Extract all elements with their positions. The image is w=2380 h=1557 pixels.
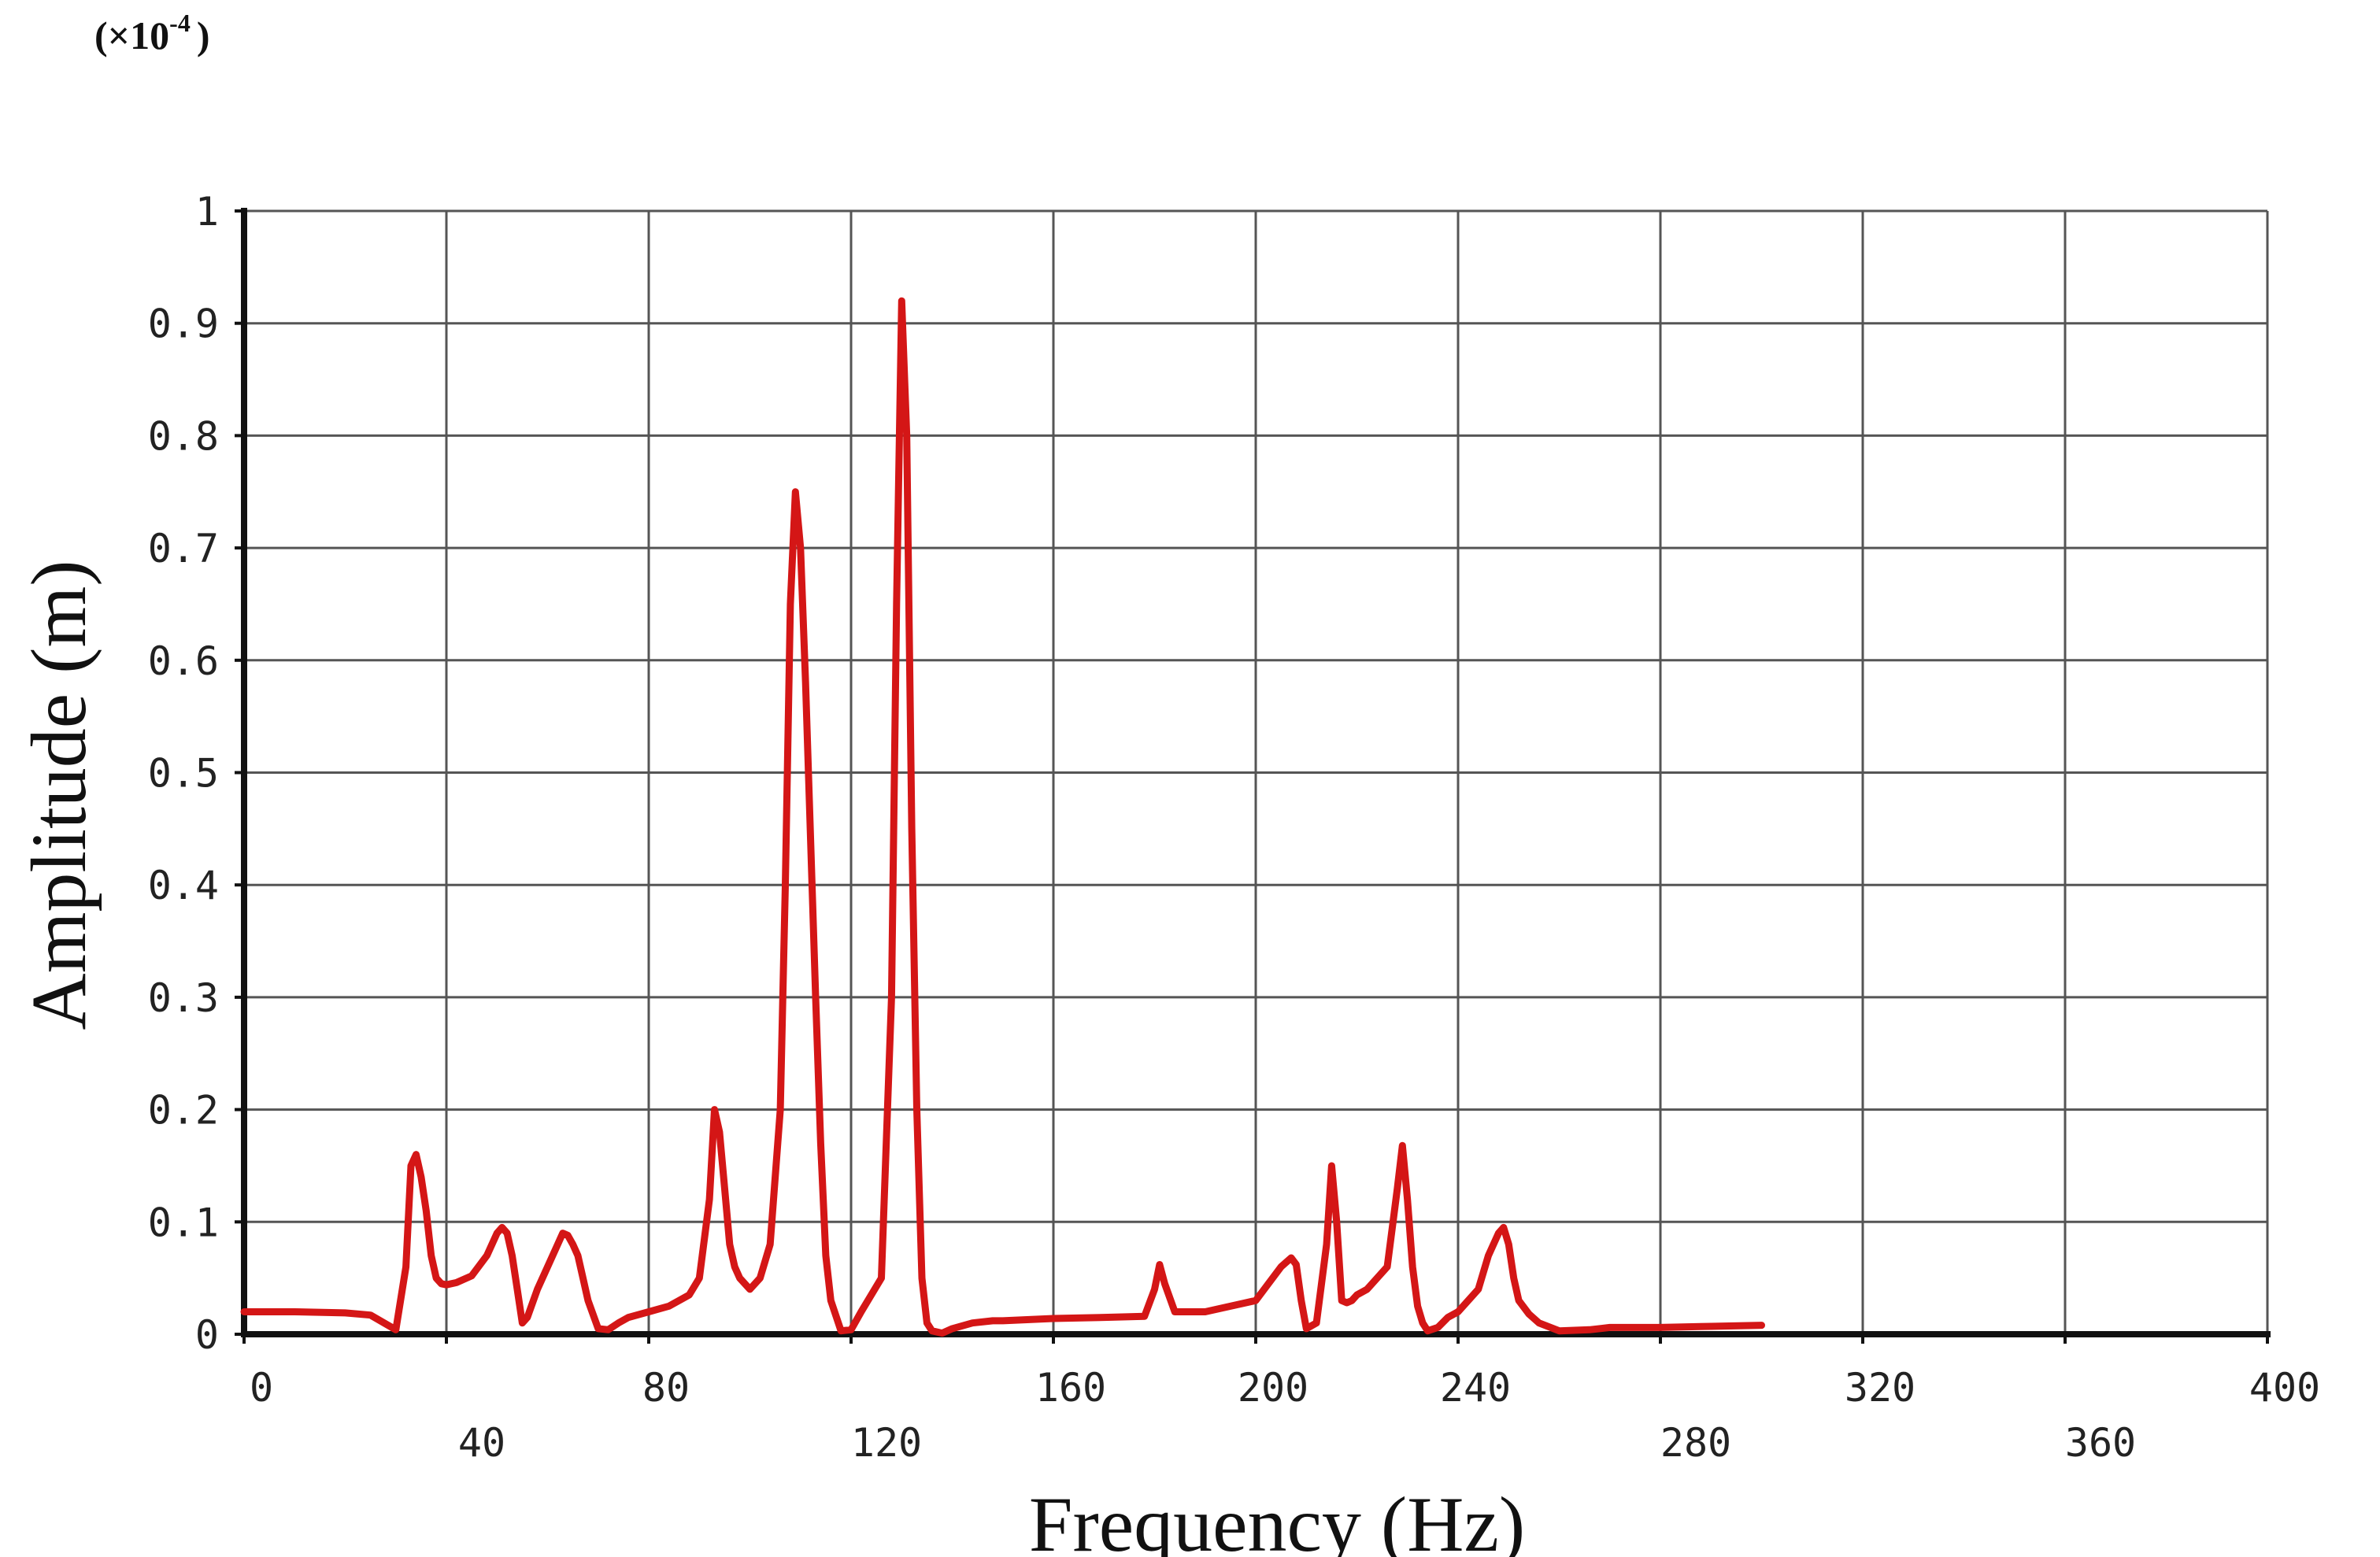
y-tick-label: 0 bbox=[195, 1312, 219, 1358]
x-tick-label: 400 bbox=[2249, 1365, 2320, 1411]
x-tick-label: 40 bbox=[458, 1420, 505, 1466]
y-tick-label: 0.2 bbox=[148, 1088, 219, 1134]
grid bbox=[244, 209, 2269, 1334]
y-tick-label: 0.9 bbox=[148, 301, 219, 347]
x-tick-label: 80 bbox=[642, 1365, 690, 1411]
svg-text:(×10-4): (×10-4) bbox=[94, 9, 209, 57]
y-tick-label: 0.6 bbox=[148, 638, 219, 684]
y-tick-label: 0.8 bbox=[148, 413, 219, 459]
x-tick-label: 320 bbox=[1845, 1365, 1915, 1411]
axes bbox=[235, 208, 2271, 1344]
y-tick-label: 0.1 bbox=[148, 1200, 219, 1245]
x-tick-label: 160 bbox=[1035, 1365, 1106, 1411]
x-tick-label: 120 bbox=[851, 1420, 922, 1466]
x-tick-label: 0 bbox=[250, 1365, 273, 1411]
y-tick-label: 1 bbox=[195, 189, 219, 235]
multiplier-exponent: -4 bbox=[169, 9, 191, 37]
multiplier-suffix: ) bbox=[197, 13, 210, 57]
series-line bbox=[240, 297, 1765, 1337]
x-tick-label: 280 bbox=[1660, 1420, 1731, 1466]
y-tick-label: 0.4 bbox=[148, 863, 219, 908]
y-axis-label: Amplitude (m) bbox=[15, 560, 102, 1030]
x-tick-label: 200 bbox=[1238, 1365, 1308, 1411]
y-axis-multiplier: (×10-4) bbox=[94, 9, 209, 57]
series-group bbox=[240, 297, 1765, 1337]
multiplier-prefix: (×10 bbox=[94, 13, 169, 57]
x-tick-label: 240 bbox=[1440, 1365, 1511, 1411]
x-axis-label: Frequency (Hz) bbox=[1029, 1481, 1525, 1557]
y-tick-label: 0.7 bbox=[148, 526, 219, 571]
x-tick-labels: 0 80 160 200 240 320 400 40 120 280 360 bbox=[250, 1365, 2320, 1466]
y-tick-label: 0.5 bbox=[148, 751, 219, 797]
y-tick-label: 0.3 bbox=[148, 975, 219, 1021]
x-tick-label: 360 bbox=[2065, 1420, 2136, 1466]
y-tick-labels: 0 0.1 0.2 0.3 0.4 0.5 0.6 0.7 0.8 0.9 1 bbox=[148, 189, 219, 1358]
